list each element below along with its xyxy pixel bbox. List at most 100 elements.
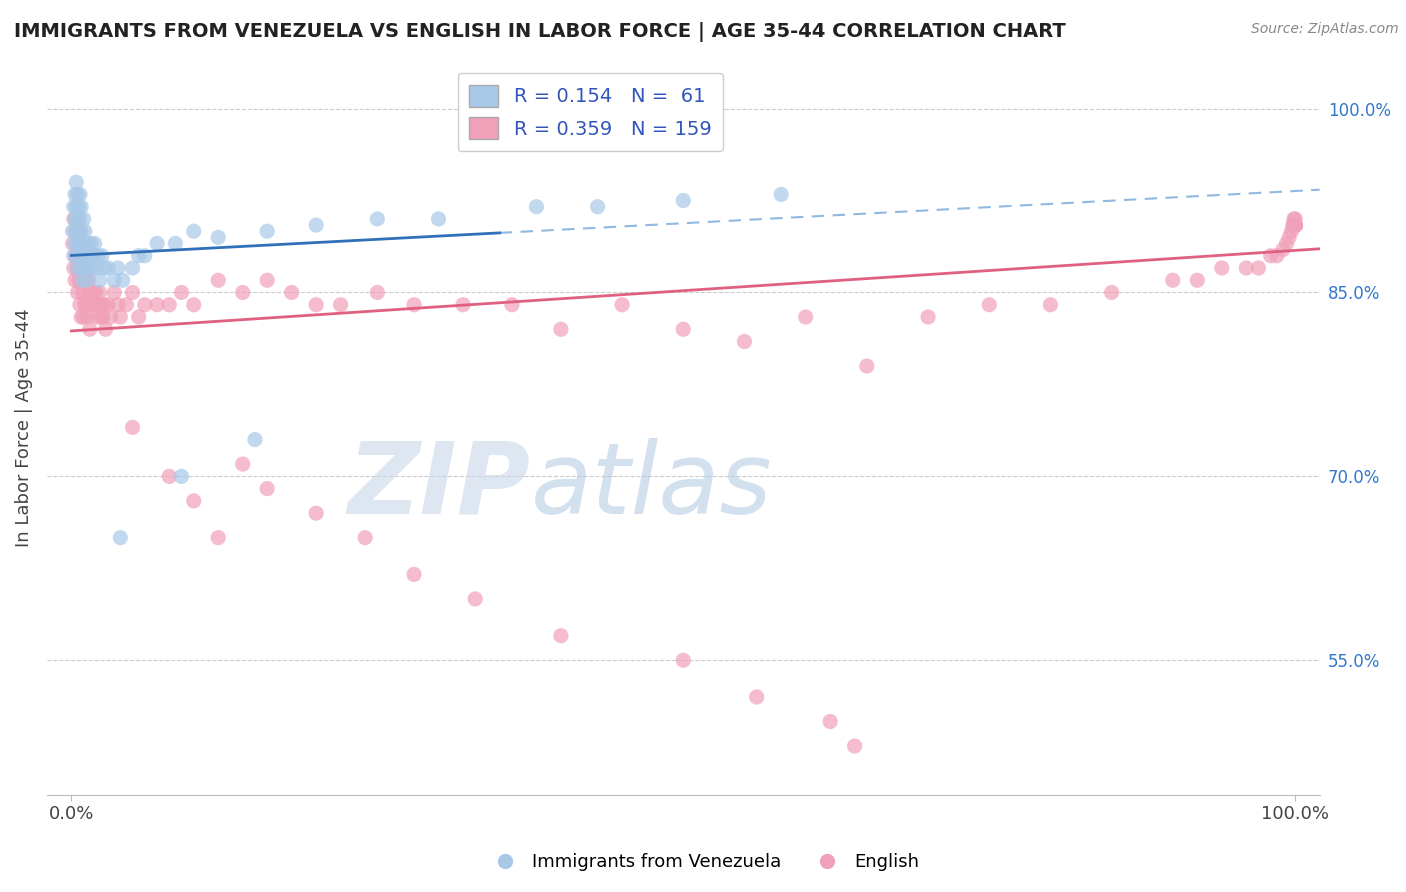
Point (84, 285, 107, 300)
Point (1281, 224, 1303, 238)
Point (66, 224, 89, 238)
Point (91, 310, 114, 324)
Point (1101, 285, 1123, 300)
Point (72, 260, 94, 275)
Point (69, 211, 91, 226)
Point (207, 230, 229, 244)
Point (84, 260, 107, 275)
Point (1284, 218, 1306, 232)
Point (1284, 218, 1306, 232)
Point (329, 298, 352, 312)
Point (157, 298, 180, 312)
Point (72, 236, 94, 251)
Point (672, 194, 695, 208)
Point (82, 285, 104, 300)
Point (91, 249, 114, 263)
Point (1284, 218, 1306, 232)
Point (79, 285, 101, 300)
Point (1275, 236, 1298, 251)
Point (1284, 218, 1306, 232)
Point (93, 298, 115, 312)
Point (69, 236, 91, 251)
Point (70, 200, 93, 214)
Point (1284, 218, 1306, 232)
Point (1284, 218, 1306, 232)
Point (1284, 218, 1306, 232)
Point (586, 200, 609, 214)
Point (76, 273, 98, 287)
Point (70, 224, 93, 238)
Text: atlas: atlas (530, 438, 772, 534)
Point (134, 249, 156, 263)
Point (1284, 218, 1306, 232)
Point (526, 200, 548, 214)
Point (1284, 218, 1306, 232)
Point (1284, 218, 1306, 232)
Point (107, 260, 129, 275)
Point (1284, 218, 1306, 232)
Point (75, 260, 97, 275)
Point (672, 653, 695, 667)
Point (1284, 218, 1306, 232)
Point (1284, 218, 1306, 232)
Point (63, 187, 86, 202)
Point (366, 285, 388, 300)
Point (62, 224, 84, 238)
Point (1187, 273, 1209, 287)
Point (80, 236, 103, 251)
Point (77, 273, 100, 287)
Point (183, 494, 205, 508)
Point (157, 469, 180, 483)
Point (66, 285, 89, 300)
Point (1284, 218, 1306, 232)
Point (62, 211, 84, 226)
Point (1284, 218, 1306, 232)
Point (256, 273, 278, 287)
Point (550, 322, 572, 336)
Point (733, 334, 755, 349)
Point (73, 298, 96, 312)
Point (1284, 218, 1306, 232)
Point (128, 310, 150, 324)
Point (69, 187, 91, 202)
Point (89, 285, 111, 300)
Point (1284, 218, 1306, 232)
Point (73, 260, 96, 275)
Point (232, 457, 254, 471)
Point (65, 175, 87, 189)
Point (121, 420, 143, 434)
Point (1247, 260, 1270, 275)
Point (76, 273, 98, 287)
Text: ZIP: ZIP (347, 438, 530, 534)
Point (1284, 218, 1306, 232)
Point (70, 310, 93, 324)
Point (67, 224, 90, 238)
Point (1284, 218, 1306, 232)
Point (305, 506, 328, 520)
Point (1284, 218, 1306, 232)
Point (165, 236, 187, 251)
Point (170, 469, 193, 483)
Point (1278, 230, 1301, 244)
Point (280, 285, 302, 300)
Point (501, 298, 523, 312)
Point (1284, 218, 1306, 232)
Point (67, 249, 90, 263)
Point (451, 298, 474, 312)
Point (1284, 218, 1306, 232)
Point (94, 322, 117, 336)
Point (1284, 218, 1306, 232)
Point (1211, 260, 1233, 275)
Point (1282, 218, 1305, 232)
Legend: Immigrants from Venezuela, English: Immigrants from Venezuela, English (479, 847, 927, 879)
Point (100, 310, 122, 324)
Point (170, 285, 193, 300)
Point (1282, 211, 1305, 226)
Point (1265, 249, 1288, 263)
Point (66, 211, 89, 226)
Point (77, 298, 100, 312)
Point (770, 187, 793, 202)
Point (65, 200, 87, 214)
Point (1284, 218, 1306, 232)
Point (77, 260, 100, 275)
